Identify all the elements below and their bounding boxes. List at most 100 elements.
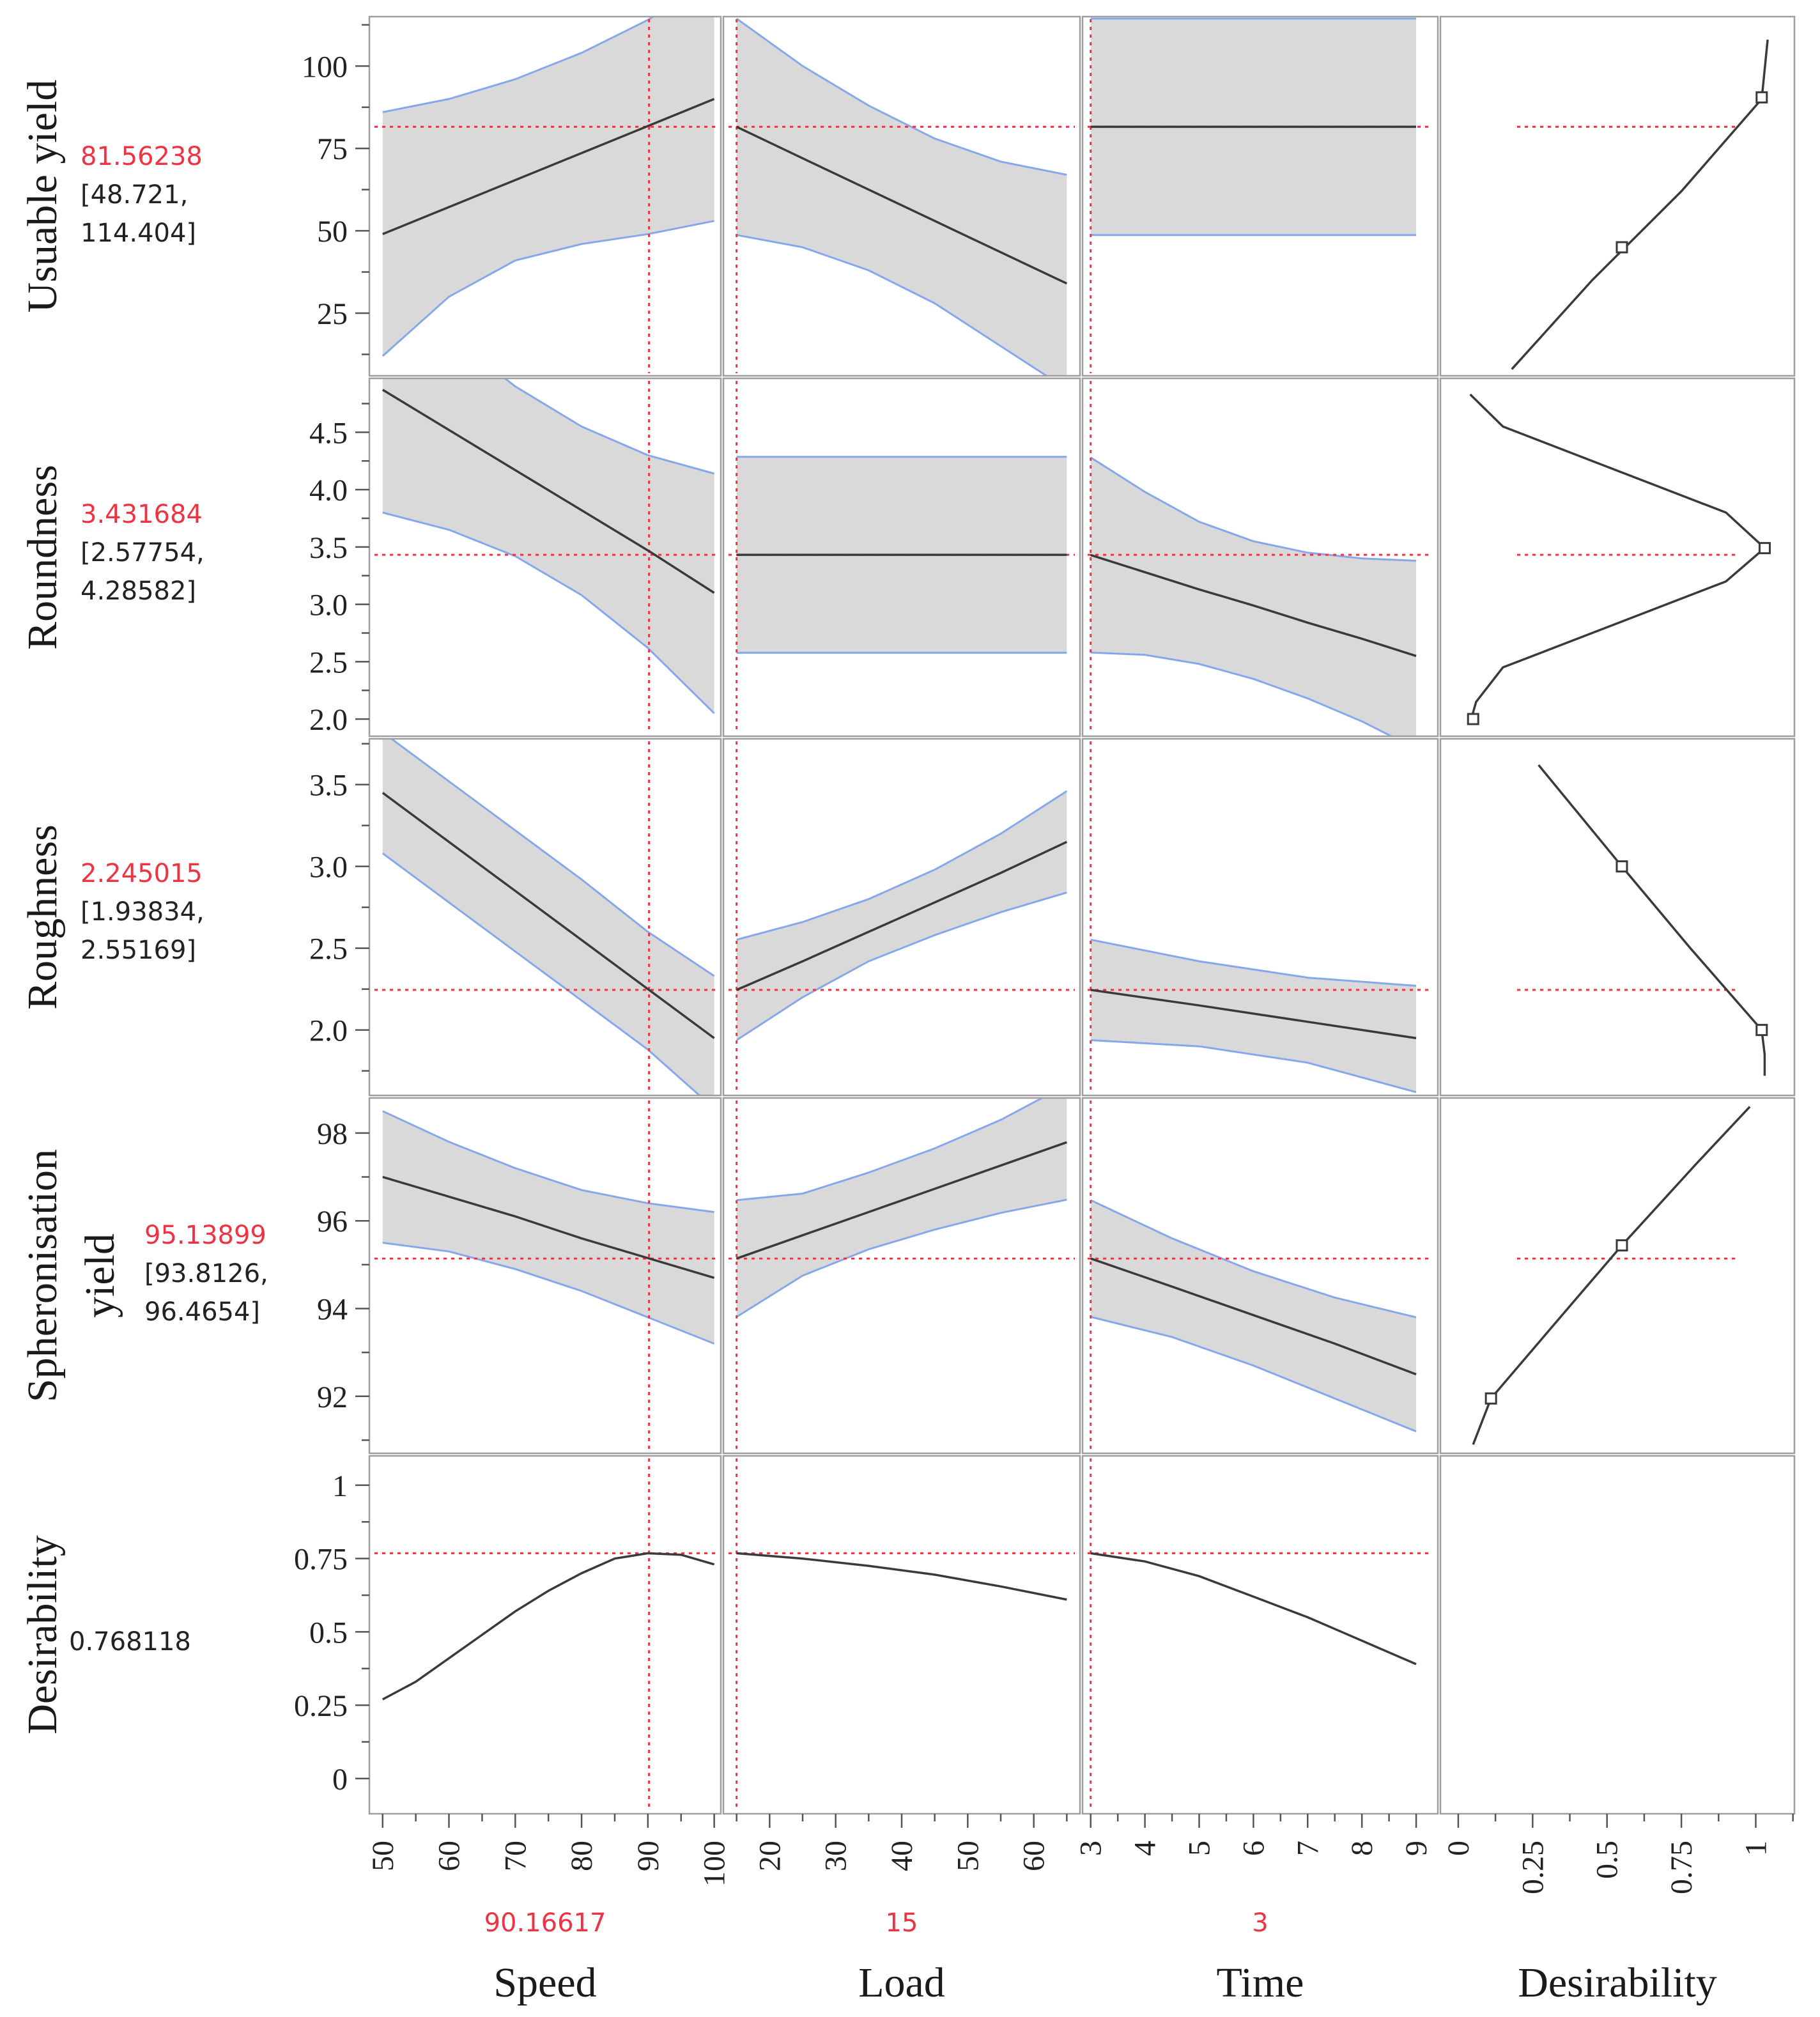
confidence-interval-lower: [2.57754, [81,538,204,568]
prediction-line [1090,1257,1417,1376]
x-tick-label: 20 [753,1841,787,1871]
prediction-line [382,98,715,235]
panel-frame [1081,1455,1439,1815]
axes [355,24,1794,1828]
y-tick-label: 94 [317,1292,348,1326]
lower-confidence-line [1090,651,1394,736]
prediction-line [382,1175,715,1279]
y-tick-label: 96 [317,1205,348,1239]
x-tick-label: 3 [1074,1841,1108,1856]
desirability-handle [1616,241,1628,254]
prediction-line [736,1141,1067,1260]
y-tick-label: 0 [332,1763,348,1797]
x-tick-label: 0.25 [1516,1841,1550,1894]
panel-frame [1439,377,1796,738]
upper-confidence-line [736,17,1067,176]
panel-frame [722,377,1081,738]
y-tick-label: 2.0 [309,1014,348,1048]
panel-frame [1081,1097,1439,1455]
prediction-line [1090,1552,1417,1665]
desirability-handle [1616,1239,1628,1252]
confidence-lines [382,17,1417,1433]
y-tick-label: 0.5 [309,1616,348,1650]
y-tick-label: 98 [317,1117,348,1151]
y-tick-label: 25 [317,297,348,331]
response-name-line2: yield [77,1233,123,1318]
prediction-line [1090,553,1417,658]
upper-confidence-line [390,739,715,977]
predicted-value: 81.56238 [81,142,203,171]
panel-frame [1081,738,1439,1097]
x-tick-label: 40 [885,1841,919,1871]
x-tick-label: 100 [698,1841,732,1887]
y-tick-label: 3.0 [309,851,348,885]
x-tick-label: 0 [1442,1841,1476,1856]
confidence-band [736,791,1067,1040]
x-tick-label: 0.75 [1665,1841,1699,1894]
upper-confidence-line [736,790,1068,941]
y-tick-label: 75 [317,132,348,166]
confidence-interval-upper: 2.55169] [81,936,196,965]
panel-frame [722,15,1081,377]
factor-name: Speed [493,1959,596,2006]
prediction-line [382,792,715,1039]
desirability-axis-name: Desirability [1518,1959,1717,2006]
predicted-value: 3.431684 [81,500,203,529]
desirability-function-line [1472,1106,1751,1445]
panel-frame [368,738,722,1097]
response-name: Usuable yield [19,80,66,313]
x-tick-label: 1 [1739,1841,1773,1856]
upper-confidence-line [382,1110,714,1213]
predicted-value: 2.245015 [81,859,203,888]
y-tick-label: 92 [317,1380,348,1414]
panel-frame [722,1097,1081,1455]
x-tick-label: 8 [1345,1841,1379,1856]
lower-confidence-line [1090,1316,1417,1433]
x-tick-label: 60 [1017,1841,1051,1871]
y-tick-label: 3.5 [309,769,348,803]
response-name: Roundness [19,465,66,650]
desirability-handle [1755,1024,1768,1037]
panel-frame [368,377,722,738]
lower-confidence-line [736,234,1049,376]
panel-frame [1439,738,1796,1097]
y-tick-label: 0.25 [294,1689,348,1723]
response-name: Desirability [19,1535,66,1735]
factor-name: Load [858,1959,945,2006]
panel-frame [368,1455,722,1815]
confidence-interval-upper: 4.28582] [81,576,196,606]
desirability-value: 0.768118 [69,1627,191,1657]
upper-confidence-line [1090,1199,1417,1318]
response-name: Spheronisation [19,1149,66,1402]
lower-confidence-line [382,1242,715,1345]
response-name: Roughness [19,824,66,1010]
confidence-band [1090,939,1416,1092]
upper-confidence-line [736,1098,1044,1202]
desirability-function-line [1538,764,1766,1076]
lower-confidence-line [1090,1039,1417,1094]
x-tick-label: 7 [1291,1841,1325,1856]
y-tick-label: 2.5 [309,932,348,966]
panel-frame [1439,1097,1796,1455]
confidence-band [1090,457,1416,736]
y-tick-label: 50 [317,215,348,249]
confidence-band [382,739,714,1095]
x-tick-label: 0.5 [1591,1841,1624,1879]
x-tick-label: 5 [1183,1841,1217,1856]
prediction-line [382,389,715,594]
confidence-interval-lower: [93.8126, [144,1259,268,1288]
desirability-function-line [1511,39,1769,370]
y-tick-label: 3.0 [309,589,348,622]
factor-name: Time [1217,1959,1304,2006]
x-tick-label: 6 [1237,1841,1270,1856]
panel-frame [1439,1455,1796,1815]
confidence-band [382,378,714,714]
factor-setting-value: 90.16617 [484,1908,606,1938]
confidence-band [736,1098,1067,1317]
confidence-interval-upper: 114.404] [81,219,196,248]
prediction-line [736,125,1068,285]
prediction-line [736,840,1068,991]
